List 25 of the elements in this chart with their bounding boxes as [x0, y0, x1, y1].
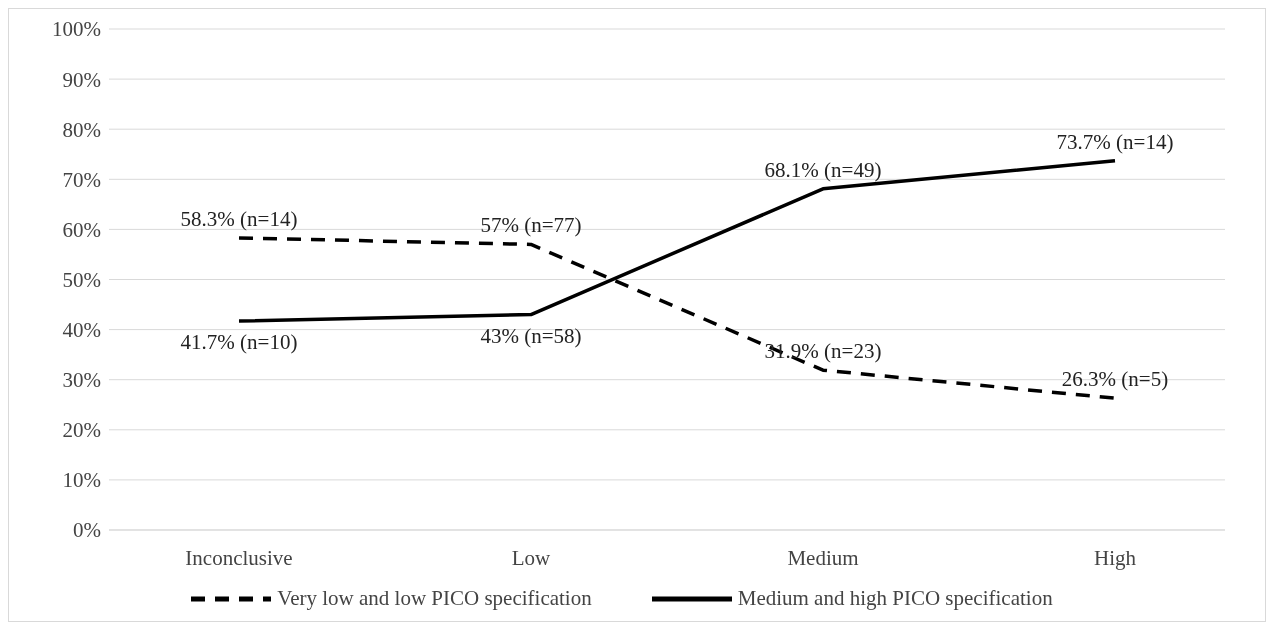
data-label: 43% (n=58) — [480, 323, 582, 348]
y-tick-label: 100% — [52, 17, 101, 42]
data-label: 26.3% (n=5) — [1061, 367, 1169, 392]
data-label: 57% (n=77) — [480, 213, 582, 238]
y-tick-label: 20% — [62, 418, 101, 443]
data-label: 68.1% (n=49) — [764, 157, 882, 182]
y-tick-label: 60% — [62, 217, 101, 242]
y-tick-label: 70% — [62, 167, 101, 192]
y-tick-label: 30% — [62, 368, 101, 393]
x-tick-label: High — [1094, 545, 1137, 570]
legend-label: Medium and high PICO specification — [736, 586, 1053, 611]
data-label: 73.7% (n=14) — [1056, 129, 1174, 154]
y-tick-label: 90% — [62, 67, 101, 92]
data-label: 58.3% (n=14) — [180, 206, 298, 231]
data-label: 31.9% (n=23) — [764, 339, 882, 364]
data-label: 41.7% (n=10) — [180, 330, 298, 355]
x-tick-label: Inconclusive — [185, 545, 293, 570]
x-tick-label: Medium — [787, 545, 859, 570]
y-tick-label: 40% — [62, 318, 101, 343]
y-tick-label: 10% — [62, 468, 101, 493]
legend-label: Very low and low PICO specification — [276, 586, 592, 611]
x-tick-label: Low — [511, 545, 552, 570]
y-tick-label: 80% — [62, 117, 101, 142]
y-tick-label: 0% — [73, 518, 101, 543]
y-tick-label: 50% — [62, 267, 101, 292]
